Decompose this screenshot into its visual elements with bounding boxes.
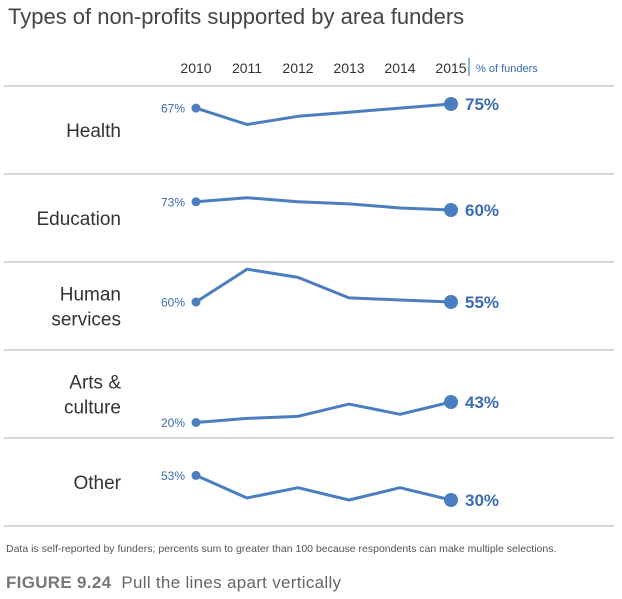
row-label-health-0: Health <box>66 121 121 142</box>
x-tick-label-2011: 2011 <box>232 60 262 76</box>
start-point-education <box>191 197 201 207</box>
row-label-arts-culture-1: culture <box>64 398 121 419</box>
end-label-arts-culture: 43% <box>465 393 499 412</box>
series-line-human-services <box>194 267 453 304</box>
row-label-human-services-1: services <box>51 310 121 331</box>
row-label-arts-culture-0: Arts & <box>69 373 121 394</box>
start-point-other <box>191 470 201 480</box>
end-point-other <box>444 493 458 507</box>
line-chart: 2010 2011 2012 2013 2014 2015 % of funders Heal… <box>4 58 614 527</box>
start-label-other: 53% <box>161 469 185 483</box>
x-tick-label-2014: 2014 <box>384 60 415 76</box>
x-tick-label-2013: 2013 <box>333 60 364 76</box>
start-label-education: 73% <box>161 195 185 209</box>
start-point-arts-culture <box>191 418 201 427</box>
unit-label: % of funders <box>476 63 538 75</box>
figure-number: FIGURE 9.24 <box>6 573 112 592</box>
start-point-health <box>191 103 201 113</box>
row-label-other-0: Other <box>73 473 121 494</box>
x-tick-label-2010: 2010 <box>180 60 211 76</box>
row-label-education-0: Education <box>36 209 121 230</box>
series-line-arts-culture <box>194 400 453 424</box>
end-label-human-services: 55% <box>465 293 499 312</box>
end-label-health: 75% <box>465 95 499 114</box>
end-point-human-services <box>444 295 458 309</box>
end-point-health <box>444 97 458 111</box>
figure-caption-text: Pull the lines apart vertically <box>121 573 342 592</box>
figure-caption: FIGURE 9.24 Pull the lines apart vertical… <box>6 573 341 593</box>
end-point-arts-culture <box>444 395 458 409</box>
series-line-education <box>194 196 453 212</box>
series-line-other <box>194 473 453 502</box>
x-tick-label-2015: 2015 <box>435 60 466 76</box>
x-tick-label-2012: 2012 <box>282 60 313 76</box>
start-label-human-services: 60% <box>161 296 185 310</box>
end-label-education: 60% <box>465 201 499 220</box>
row-label-human-services-0: Human <box>60 285 121 306</box>
start-label-arts-culture: 20% <box>161 416 185 430</box>
start-label-health: 67% <box>161 102 185 116</box>
start-point-human-services <box>191 297 201 307</box>
footnote: Data is self-reported by funders; percen… <box>6 543 557 555</box>
end-point-education <box>444 203 458 217</box>
series-line-health <box>194 102 453 126</box>
chart-title: Types of non-profits supported by area f… <box>8 4 465 29</box>
end-label-other: 30% <box>465 491 499 510</box>
